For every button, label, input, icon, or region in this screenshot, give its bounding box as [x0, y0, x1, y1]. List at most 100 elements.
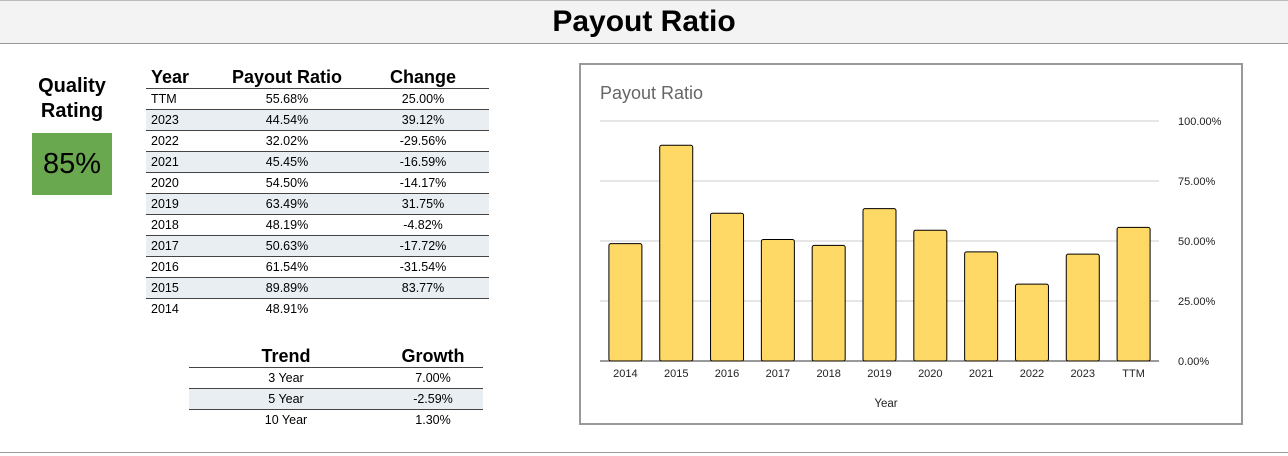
- table-row: 3 Year 7.00%: [189, 367, 483, 389]
- bar-2018: [811, 244, 846, 362]
- y-tick-label: 100.00%: [1178, 116, 1222, 128]
- header-trend: Trend: [189, 345, 383, 368]
- cell-change: 25.00%: [357, 88, 489, 110]
- cell-payout-ratio: 89.89%: [217, 277, 357, 299]
- page-title: Payout Ratio: [552, 5, 736, 38]
- bar-2022: [1014, 283, 1049, 362]
- payout-ratio-chart: Payout Ratio Year 0.00% 25.00% 50.00% 75.00…: [579, 63, 1243, 425]
- cell-change: 39.12%: [357, 109, 489, 131]
- table-row: 2020 54.50% -14.17%: [146, 172, 489, 194]
- cell-year: 2021: [146, 151, 217, 173]
- bar-2016: [710, 212, 745, 362]
- trend-growth-table: Trend Growth 3 Year 7.00% 5 Year -2.59% 10 Y…: [189, 345, 483, 430]
- quality-label-line2: Rating: [40, 100, 104, 122]
- x-tick-label: 2019: [867, 368, 891, 380]
- cell-year: 2019: [146, 193, 217, 215]
- x-tick-label: 2015: [664, 368, 688, 380]
- bar-2023: [1065, 253, 1100, 362]
- x-tick-label: TTM: [1122, 368, 1145, 380]
- cell-payout-ratio: 48.19%: [217, 214, 357, 236]
- x-tick-label: 2018: [816, 368, 840, 380]
- y-tick-label: 25.00%: [1178, 296, 1216, 308]
- chart-svg: Payout Ratio Year 0.00% 25.00% 50.00% 75.00…: [600, 83, 1222, 410]
- chart-title: Payout Ratio: [600, 83, 703, 103]
- cell-growth: -2.59%: [383, 388, 483, 410]
- table-row: 2017 50.63% -17.72%: [146, 235, 489, 257]
- cell-year: 2018: [146, 214, 217, 236]
- table-row: 2023 44.54% 39.12%: [146, 109, 489, 131]
- bar-2019: [862, 208, 897, 362]
- cell-year: 2022: [146, 130, 217, 152]
- table-row: 5 Year -2.59%: [189, 388, 483, 410]
- x-tick-label: 2017: [766, 368, 790, 380]
- cell-change: -14.17%: [357, 172, 489, 194]
- cell-payout-ratio: 48.91%: [265, 302, 309, 316]
- table-row: 2018 48.19% -4.82%: [146, 214, 489, 236]
- cell-change: 31.75%: [357, 193, 489, 215]
- cell-payout-ratio: 45.45%: [217, 151, 357, 173]
- bar-2017: [760, 238, 795, 362]
- table-header-row: Trend Growth: [189, 345, 483, 368]
- table-header-row: Year Payout Ratio Change: [146, 66, 489, 89]
- cell-year: 2020: [146, 172, 217, 194]
- table-row: 2014 48.91%: [146, 299, 489, 320]
- quality-label-line1: Quality: [38, 75, 106, 97]
- x-tick-label: 2021: [969, 368, 993, 380]
- y-tick-label: 75.00%: [1178, 176, 1216, 188]
- cell-growth: 7.00%: [383, 367, 483, 389]
- cell-change: -17.72%: [357, 235, 489, 257]
- cell-payout-ratio: 61.54%: [217, 256, 357, 278]
- cell-year: 2016: [146, 256, 217, 278]
- x-tick-label: 2016: [715, 368, 739, 380]
- table-row: 2016 61.54% -31.54%: [146, 256, 489, 278]
- x-tick-label: 2014: [613, 368, 637, 380]
- cell-payout-ratio: 63.49%: [217, 193, 357, 215]
- title-bar: Payout Ratio: [0, 0, 1288, 44]
- cell-payout-ratio: 32.02%: [217, 130, 357, 152]
- payout-history-table: Year Payout Ratio Change TTM 55.68% 25.00%…: [146, 66, 489, 319]
- cell-trend: 10 Year: [264, 413, 308, 427]
- table-row: 2021 45.45% -16.59%: [146, 151, 489, 173]
- cell-change: [357, 299, 489, 320]
- bottom-divider: [0, 452, 1288, 453]
- cell-change: -29.56%: [357, 130, 489, 152]
- x-axis-label: Year: [874, 398, 897, 410]
- cell-year: 2023: [146, 109, 217, 131]
- cell-change: -4.82%: [357, 214, 489, 236]
- table-row: 2022 32.02% -29.56%: [146, 130, 489, 152]
- cell-change: -31.54%: [357, 256, 489, 278]
- quality-score-badge: 85%: [32, 133, 112, 195]
- x-tick-label: 2022: [1020, 368, 1044, 380]
- cell-year: 2015: [146, 277, 217, 299]
- header-change: Change: [357, 66, 489, 89]
- bar-ttm: [1116, 226, 1151, 362]
- cell-payout-ratio: 55.68%: [217, 88, 357, 110]
- table-row: 2015 89.89% 83.77%: [146, 277, 489, 299]
- cell-year: 2014: [151, 302, 179, 316]
- cell-growth: 1.30%: [415, 413, 451, 427]
- table-row: TTM 55.68% 25.00%: [146, 88, 489, 110]
- x-tick-label: 2020: [918, 368, 942, 380]
- y-tick-label: 50.00%: [1178, 236, 1216, 248]
- bar-2015: [659, 144, 694, 362]
- table-row: 2019 63.49% 31.75%: [146, 193, 489, 215]
- bar-2020: [913, 229, 948, 362]
- bar-2021: [964, 251, 999, 362]
- cell-payout-ratio: 54.50%: [217, 172, 357, 194]
- cell-payout-ratio: 44.54%: [217, 109, 357, 131]
- quality-rating: Quality Rating 85%: [30, 74, 114, 195]
- header-growth: Growth: [383, 345, 483, 368]
- bar-2014: [608, 243, 643, 362]
- header-year: Year: [146, 66, 217, 89]
- table-row: 10 Year 1.30%: [189, 410, 483, 431]
- cell-trend: 3 Year: [189, 367, 383, 389]
- x-tick-label: 2023: [1071, 368, 1095, 380]
- cell-change: -16.59%: [357, 151, 489, 173]
- cell-change: 83.77%: [357, 277, 489, 299]
- cell-payout-ratio: 50.63%: [217, 235, 357, 257]
- header-payout-ratio: Payout Ratio: [217, 66, 357, 89]
- cell-year: 2017: [146, 235, 217, 257]
- cell-trend: 5 Year: [189, 388, 383, 410]
- y-tick-label: 0.00%: [1178, 356, 1209, 368]
- cell-year: TTM: [146, 88, 217, 110]
